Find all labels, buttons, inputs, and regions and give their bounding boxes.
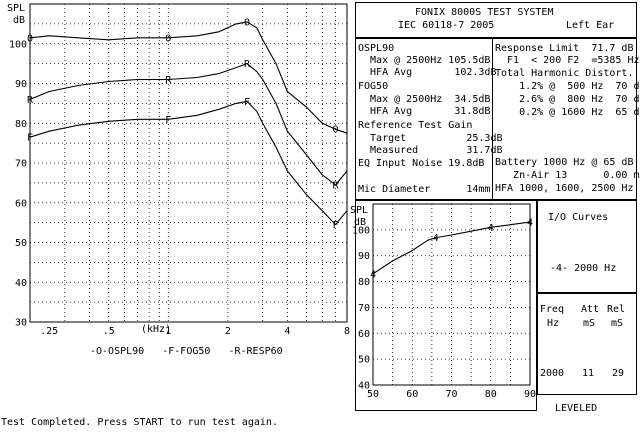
freq-value: 2000: [540, 368, 565, 379]
thd-500: 1.2% @ 500 Hz 70 dB: [495, 81, 640, 92]
io-y-tick: 50: [358, 355, 370, 366]
zn-air-current: Zn-Air 13 0.00 mA: [495, 170, 640, 181]
main-y-unit: dB: [13, 15, 26, 26]
ref-gain-heading: Reference Test Gain: [358, 120, 473, 131]
rel-value: 29: [612, 368, 625, 379]
io-series-marker: 4: [370, 269, 376, 280]
ospl90-hfa: HFA Avg 102.3dB: [358, 67, 497, 78]
io-chart-frame: [355, 200, 537, 411]
main-legend: -O-OSPL90 -F-FOG50 -R-RESP60: [90, 346, 283, 357]
io-curves-label: -4- 2000 Hz: [550, 263, 617, 274]
rel-header: Rel: [607, 304, 626, 315]
io-y-tick: 90: [358, 251, 370, 262]
target-gain: Target 25.3dB: [358, 133, 503, 144]
thd-1600: 0.2% @ 1600 Hz 65 dB: [495, 107, 640, 118]
status-message: Test Completed. Press START to run test …: [1, 417, 278, 428]
series-marker-ospl90: O: [27, 33, 33, 44]
io-x-tick: 70: [445, 389, 457, 400]
main-x-tick: .5: [103, 326, 115, 337]
io-x-tick: 90: [524, 389, 536, 400]
response-limit: Response Limit 71.7 dB: [495, 43, 634, 54]
io-y-tick: 80: [358, 277, 370, 288]
freq-unit: Hz: [547, 318, 560, 329]
f1-f2: F1 < 200 F2 =5385 Hz: [495, 55, 640, 66]
freq-header: Freq: [540, 304, 565, 315]
series-marker-ospl90: O: [165, 33, 171, 44]
series-marker-fog50: F: [333, 220, 339, 231]
io-curves-panel: [537, 200, 637, 293]
main-y-tick: 80: [15, 119, 27, 130]
fog50-hfa: HFA Avg 31.8dB: [358, 106, 491, 117]
io-y-tick: 60: [358, 329, 370, 340]
fog50-max: Max @ 2500Hz 34.5dB: [358, 94, 491, 105]
series-marker-fog50: F: [27, 133, 33, 144]
io-x-tick: 80: [485, 389, 497, 400]
main-x-unit: (kHz): [141, 324, 172, 335]
measured-gain: Measured 31.7dB: [358, 145, 503, 156]
att-value: 11: [582, 368, 595, 379]
main-y-tick: 90: [15, 79, 27, 90]
main-x-tick: 4: [284, 326, 290, 337]
io-series-line: [372, 221, 531, 275]
series-marker-ospl90: O: [244, 17, 250, 28]
main-x-tick: 1: [165, 326, 171, 337]
series-marker-fog50: F: [244, 97, 250, 108]
hfa-frequencies: HFA 1000, 1600, 2500 Hz: [495, 183, 634, 194]
io-y-tick: 40: [358, 381, 370, 392]
att-header: Att: [581, 304, 600, 315]
io-x-tick: 60: [406, 389, 418, 400]
header-ear: Left Ear: [566, 20, 615, 31]
main-y-tick: 50: [15, 238, 27, 249]
ospl90-max: Max @ 2500Hz 105.5dB: [358, 55, 491, 66]
eq-input-noise: EQ Input Noise 19.8dB: [358, 158, 485, 169]
fog50-heading: FOG50: [358, 81, 389, 92]
rel-unit: mS: [611, 318, 624, 329]
io-y-unit: dB: [354, 217, 367, 228]
att-unit: mS: [583, 318, 596, 329]
io-x-tick: 50: [367, 389, 379, 400]
main-plot-area: [29, 3, 348, 323]
attack-release-panel: [537, 293, 637, 395]
ospl90-heading: OSPL90: [358, 43, 395, 54]
main-y-tick: 30: [15, 318, 27, 329]
series-line-fog50: [29, 100, 348, 226]
series-line-resp60: [29, 62, 348, 186]
main-y-tick: 60: [15, 198, 27, 209]
battery-test: Battery 1000 Hz @ 65 dB: [495, 157, 634, 168]
distortion-box: [492, 38, 637, 200]
main-y-tick: 70: [15, 159, 27, 170]
mic-diameter: Mic Diameter 14mm: [358, 184, 491, 195]
io-y-tick: 70: [358, 303, 370, 314]
io-curves-title: I/O Curves: [548, 212, 609, 223]
main-y-tick: 40: [15, 278, 27, 289]
series-line-ospl90: [29, 21, 348, 134]
io-series-marker: 4: [433, 233, 439, 244]
io-series-marker: 4: [488, 223, 494, 234]
header-standard: IEC 60118-7 2005: [398, 20, 495, 31]
main-x-tick: .25: [40, 326, 58, 337]
leveled-label: LEVELED: [555, 403, 598, 414]
series-marker-resp60: R: [165, 75, 172, 86]
thd-800: 2.6% @ 800 Hz 70 dB: [495, 94, 640, 105]
io-series-marker: 4: [527, 218, 533, 229]
series-marker-fog50: F: [165, 115, 171, 126]
series-marker-ospl90: O: [333, 125, 339, 136]
series-marker-resp60: R: [27, 95, 34, 106]
main-y-label: SPL: [7, 3, 26, 14]
header-box: [355, 2, 637, 38]
main-y-tick: 100: [9, 39, 27, 50]
io-y-tick: 100: [352, 225, 370, 236]
main-x-tick: 8: [344, 326, 350, 337]
series-marker-resp60: R: [244, 59, 251, 70]
io-y-label: SPL: [350, 205, 369, 216]
header-title: FONIX 8000S TEST SYSTEM: [415, 7, 554, 18]
thd-heading: Total Harmonic Distort.: [495, 68, 634, 79]
main-x-tick: 2: [225, 326, 231, 337]
series-marker-resp60: R: [333, 180, 340, 191]
